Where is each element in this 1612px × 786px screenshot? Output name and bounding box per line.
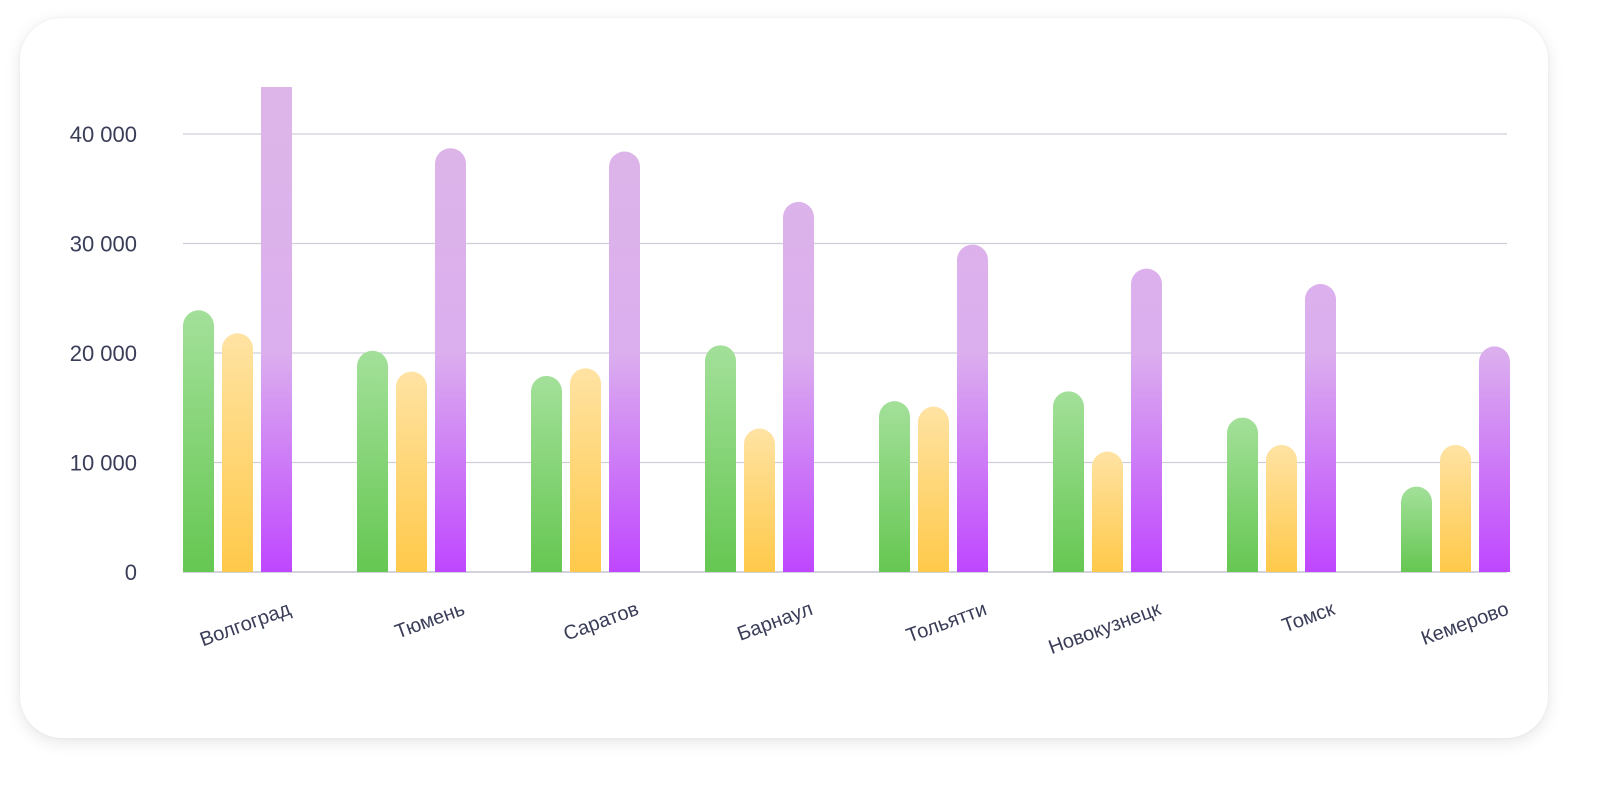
x-tick-label: Томск: [1279, 598, 1338, 637]
y-tick-label: 30 000: [70, 232, 137, 257]
bar-purple: [956, 244, 988, 572]
bar-yellow: [1440, 444, 1471, 572]
x-tick-label: Кемерово: [1418, 598, 1511, 650]
bar-purple: [435, 148, 466, 573]
x-tick-label: Тольятти: [903, 598, 989, 647]
x-tick-label: Новокузнецк: [1046, 598, 1164, 659]
bar-purple: [609, 151, 640, 572]
bar-yellow: [1092, 451, 1123, 572]
y-tick-label: 0: [125, 560, 137, 585]
bar-green: [879, 401, 910, 572]
bar-yellow: [396, 371, 427, 572]
bar-purple: [783, 201, 814, 572]
y-tick-label: 40 000: [70, 122, 137, 147]
bar-green: [357, 350, 388, 572]
x-tick-label: Тюмень: [392, 598, 468, 643]
bar-green: [531, 375, 562, 572]
bar-green: [183, 310, 214, 572]
bar-yellow: [570, 368, 601, 572]
bar-purple: [1305, 284, 1336, 572]
bar-purple: [261, 87, 292, 572]
bar-green: [1227, 417, 1258, 572]
x-tick-label: Волгоград: [197, 598, 294, 651]
bar-green: [705, 345, 736, 572]
bar-yellow: [1266, 444, 1297, 572]
x-tick-label: Барнаул: [734, 598, 815, 646]
bar-purple: [1131, 268, 1162, 572]
bar-yellow: [744, 428, 775, 572]
y-tick-label: 20 000: [70, 341, 137, 366]
bar-yellow: [917, 406, 949, 572]
bar-green: [1401, 486, 1432, 572]
x-tick-label: Саратов: [561, 598, 642, 645]
bar-purple: [1479, 346, 1510, 572]
y-tick-label: 10 000: [70, 451, 137, 476]
bar-green: [1053, 391, 1084, 572]
bar-yellow: [222, 333, 253, 572]
